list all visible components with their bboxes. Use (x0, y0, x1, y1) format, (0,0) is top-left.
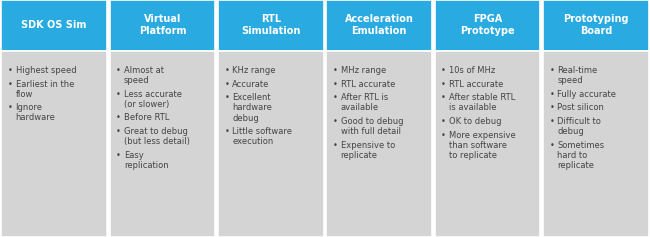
Text: •: • (549, 66, 554, 75)
Bar (543, 51, 649, 237)
Text: 10s of MHz: 10s of MHz (449, 66, 495, 75)
Text: •: • (116, 66, 121, 75)
Text: Virtual
Platform: Virtual Platform (138, 14, 187, 36)
Text: •: • (8, 103, 13, 112)
Text: Accurate: Accurate (232, 80, 270, 89)
Text: •: • (333, 66, 338, 75)
Text: Easy
replication: Easy replication (124, 151, 168, 170)
Text: •: • (116, 90, 121, 99)
Text: •: • (116, 114, 121, 123)
Text: Fully accurate: Fully accurate (557, 90, 616, 99)
Bar (110, 0, 215, 51)
Text: Little software
execution: Little software execution (232, 127, 292, 146)
Text: •: • (441, 66, 446, 75)
Text: •: • (549, 103, 554, 112)
Text: •: • (224, 127, 229, 136)
Text: •: • (333, 117, 338, 126)
Text: •: • (116, 127, 121, 136)
Text: Almost at
speed: Almost at speed (124, 66, 164, 85)
Text: •: • (224, 66, 229, 75)
Text: RTL accurate: RTL accurate (341, 80, 395, 89)
Text: RTL
Simulation: RTL Simulation (241, 14, 300, 36)
Text: •: • (441, 131, 446, 140)
Text: Good to debug
with full detail: Good to debug with full detail (341, 117, 403, 136)
Text: Great to debug
(but less detail): Great to debug (but less detail) (124, 127, 190, 146)
Text: •: • (441, 80, 446, 89)
Text: RTL accurate: RTL accurate (449, 80, 503, 89)
Text: OK to debug: OK to debug (449, 117, 501, 126)
Text: Excellent
hardware
debug: Excellent hardware debug (232, 93, 272, 123)
Bar (326, 0, 432, 51)
Text: Real-time
speed: Real-time speed (557, 66, 597, 85)
Bar (1, 51, 107, 237)
Text: •: • (333, 80, 338, 89)
Text: SDK OS Sim: SDK OS Sim (21, 20, 87, 31)
Text: FPGA
Prototype: FPGA Prototype (460, 14, 515, 36)
Bar (218, 51, 324, 237)
Text: •: • (333, 141, 338, 150)
Text: Expensive to
replicate: Expensive to replicate (341, 141, 395, 160)
Bar (435, 0, 540, 51)
Text: KHz range: KHz range (232, 66, 276, 75)
Text: •: • (549, 141, 554, 150)
Text: •: • (116, 151, 121, 160)
Text: •: • (549, 117, 554, 126)
Text: Before RTL: Before RTL (124, 114, 169, 123)
Text: Ignore
hardware: Ignore hardware (16, 103, 55, 123)
Text: •: • (224, 80, 229, 89)
Text: After stable RTL
is available: After stable RTL is available (449, 93, 515, 113)
Bar (326, 51, 432, 237)
Text: •: • (441, 117, 446, 126)
Bar (218, 0, 324, 51)
Text: •: • (8, 66, 13, 75)
Text: Post silicon: Post silicon (557, 103, 604, 112)
Text: Less accurate
(or slower): Less accurate (or slower) (124, 90, 182, 109)
Text: Acceleration
Emulation: Acceleration Emulation (344, 14, 413, 36)
Text: Earliest in the
flow: Earliest in the flow (16, 80, 74, 99)
Text: Highest speed: Highest speed (16, 66, 76, 75)
Text: •: • (549, 90, 554, 99)
Text: More expensive
than software
to replicate: More expensive than software to replicat… (449, 131, 515, 160)
Text: Prototyping
Board: Prototyping Board (563, 14, 629, 36)
Text: •: • (224, 93, 229, 102)
Bar (110, 51, 215, 237)
Text: MHz range: MHz range (341, 66, 386, 75)
Bar (543, 0, 649, 51)
Text: •: • (441, 93, 446, 102)
Text: Sometimes
hard to
replicate: Sometimes hard to replicate (557, 141, 604, 170)
Text: •: • (8, 80, 13, 89)
Bar (1, 0, 107, 51)
Text: Difficult to
debug: Difficult to debug (557, 117, 601, 136)
Bar (435, 51, 540, 237)
Text: •: • (333, 93, 338, 102)
Text: After RTL is
available: After RTL is available (341, 93, 388, 113)
